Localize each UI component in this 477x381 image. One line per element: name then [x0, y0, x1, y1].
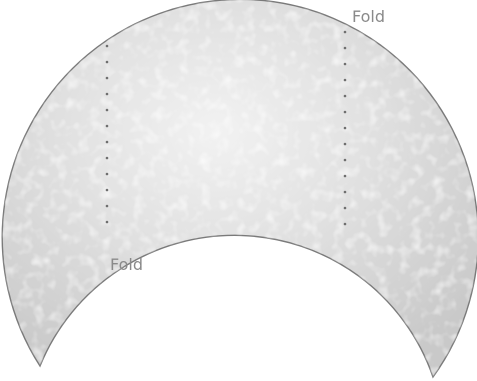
fold-line-left-dot: [105, 204, 109, 208]
fold-label-top: Fold: [352, 7, 386, 26]
fold-line-left-dot: [105, 140, 109, 144]
fold-line-right-dot: [343, 30, 347, 34]
fold-line-left-dot: [105, 124, 109, 128]
fold-line-right-dot: [343, 222, 347, 226]
fold-line-left-dot: [105, 188, 109, 192]
fold-line-right-dot: [343, 46, 347, 50]
fold-line-left-dot: [105, 156, 109, 160]
fold-line-left-dot: [105, 44, 109, 48]
fold-line-right-dot: [343, 94, 347, 98]
fold-line-right-dot: [343, 174, 347, 178]
fold-line-right-dot: [343, 126, 347, 130]
fold-line-left-dot: [105, 60, 109, 64]
fold-line-right-dot: [343, 158, 347, 162]
fold-line-right-dot: [343, 142, 347, 146]
fold-line-left-dot: [105, 172, 109, 176]
fold-line-right-dot: [343, 78, 347, 82]
fold-line-left-dot: [105, 76, 109, 80]
fold-line-right-dot: [343, 190, 347, 194]
fold-line-left: [105, 44, 109, 224]
fold-line-left-dot: [105, 220, 109, 224]
fold-line-right: [343, 30, 347, 226]
fold-label-bottom: Fold: [110, 255, 144, 274]
fold-line-left-dot: [105, 92, 109, 96]
fold-line-right-dot: [343, 110, 347, 114]
fold-line-right-dot: [343, 206, 347, 210]
fold-line-right-dot: [343, 62, 347, 66]
fold-line-left-dot: [105, 108, 109, 112]
